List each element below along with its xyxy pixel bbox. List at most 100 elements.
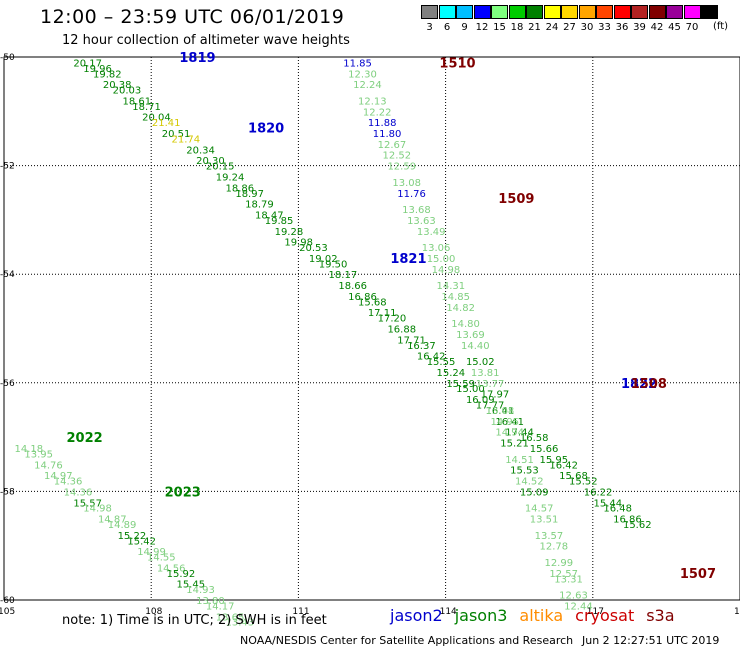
data-point-label: 13.95 <box>24 449 53 460</box>
x-tick-label: 108 <box>145 607 162 617</box>
legend-swatch <box>578 5 596 19</box>
data-point-label: 13.06 <box>422 243 451 254</box>
data-point-label: 20.03 <box>113 86 142 97</box>
data-point-label: 18.47 <box>255 210 284 221</box>
data-point-label: 13.81 <box>471 368 500 379</box>
y-tick-label: -60 <box>0 596 15 606</box>
x-tick-label: 111 <box>292 607 309 617</box>
data-point-label: 18.66 <box>338 281 367 292</box>
data-point-label: 19.98 <box>284 238 313 249</box>
x-tick-label: 117 <box>587 607 604 617</box>
data-point-label: 19.28 <box>275 227 304 238</box>
data-point-label: 16.42 <box>549 460 578 471</box>
data-point-label: 15.02 <box>466 357 495 368</box>
legend-swatch <box>631 5 648 19</box>
data-point-label: 13.31 <box>554 574 583 585</box>
legend-swatch <box>543 5 561 19</box>
data-point-label: 18.86 <box>226 183 255 194</box>
legend-swatch <box>701 5 718 19</box>
legend-label: 6 <box>443 22 451 33</box>
data-point-label: 20.34 <box>186 145 215 156</box>
legend-label: 12 <box>475 22 489 33</box>
x-tick-label: 114 <box>440 607 457 617</box>
legend-label: 45 <box>668 22 681 33</box>
data-point-label: 15.57 <box>73 498 102 509</box>
data-point-label: 14.82 <box>446 303 475 314</box>
data-point-label: 18.79 <box>245 200 274 211</box>
data-point-label: 12.59 <box>387 162 416 173</box>
satellite-name: jason3 <box>454 606 508 625</box>
track-label: 1821 <box>390 252 426 267</box>
data-point-label: 13.49 <box>417 227 446 238</box>
data-point-label: 14.17 <box>206 601 235 612</box>
legend-label: 3 <box>426 22 433 33</box>
data-point-label: 14.89 <box>108 520 137 531</box>
data-point-label: 15.95 <box>540 455 569 466</box>
data-point-label: 12.24 <box>353 80 382 91</box>
track-labels: 1819 1820 1821 1822 1510 1509 1508 1507 2022 2023 <box>67 51 717 582</box>
data-point-label: 17.11 <box>368 308 397 319</box>
data-point-label: 16.88 <box>387 325 416 336</box>
data-point-label: 15.00 <box>427 254 456 265</box>
data-point-label: 14.51 <box>505 455 534 466</box>
data-point-label: 14.93 <box>186 585 215 596</box>
data-point-label: 13.68 <box>402 205 431 216</box>
data-point-label: 21.41 <box>152 118 181 129</box>
axis-ticks: 105 108 111 114 117 120 -50 -52 -54 -56 -58 -60 <box>0 53 740 617</box>
data-point-label: 18.17 <box>329 270 358 281</box>
legend-label: 30 <box>580 22 594 33</box>
legend-label: 42 <box>650 22 664 33</box>
legend-label: 70 <box>685 22 699 33</box>
satellite-name: s3a <box>646 606 675 625</box>
grid-lines <box>4 57 740 600</box>
data-point-label: 19.24 <box>216 172 245 183</box>
data-point-label: 14.57 <box>525 504 554 515</box>
track-label: 1822 <box>621 377 657 392</box>
legend-swatch <box>438 5 456 19</box>
y-tick-label: -50 <box>0 53 15 63</box>
y-tick-label: -56 <box>0 379 15 389</box>
data-point-label: 15.68 <box>358 297 387 308</box>
data-point-label: 15.68 <box>559 471 588 482</box>
legend-label: 15 <box>493 22 506 33</box>
y-tick-label: -52 <box>0 162 15 172</box>
legend-swatch <box>666 5 683 19</box>
data-point-label: 14.80 <box>451 319 480 330</box>
data-point-label: 16.58 <box>520 433 549 444</box>
legend-swatch <box>683 5 701 19</box>
x-tick-label: 120 <box>734 607 740 617</box>
data-point-label: 13.57 <box>535 531 564 542</box>
data-point-label: 15.42 <box>127 536 156 547</box>
data-point-label: 19.96 <box>83 64 112 75</box>
data-point-label: 16.09 <box>466 395 495 406</box>
data-point-label: 14.36 <box>64 487 93 498</box>
data-point-label: 15.24 <box>437 368 466 379</box>
legend-swatch <box>456 5 473 19</box>
legend-unit: (ft) <box>713 21 729 32</box>
data-point-label: 19.82 <box>93 69 122 80</box>
chart-subtitle: 12 hour collection of altimeter wave hei… <box>62 33 350 48</box>
data-point-label: 11.85 <box>343 58 372 69</box>
data-points: 20.1719.9619.8220.3820.0318.6118.7120.04… <box>15 58 652 628</box>
data-point-label: 14.94 <box>495 428 524 439</box>
data-point-label: 19.50 <box>319 259 348 270</box>
data-point-label: 15.59 <box>446 379 475 390</box>
data-point-label: 11.80 <box>373 129 402 140</box>
data-point-label: 13.69 <box>456 330 485 341</box>
legend-label: 36 <box>615 22 629 33</box>
satellite-name: cryosat <box>575 606 635 625</box>
data-point-label: 18.71 <box>132 102 161 113</box>
data-point-label: 15.09 <box>520 487 549 498</box>
data-point-label: 20.15 <box>206 162 235 173</box>
data-point-label: 13.80 <box>196 596 225 607</box>
data-point-label: 15.62 <box>623 520 652 531</box>
data-point-label: 14.97 <box>44 471 73 482</box>
satellite-name: altika <box>519 606 564 625</box>
data-point-label: 14.87 <box>98 515 127 526</box>
data-point-label: 12.44 <box>564 601 593 612</box>
legend-swatch <box>491 5 508 19</box>
data-point-label: 14.40 <box>461 341 490 352</box>
track-label: 2023 <box>165 485 201 500</box>
data-point-label: 16.41 <box>486 406 515 417</box>
data-point-label: 12.67 <box>378 140 407 151</box>
